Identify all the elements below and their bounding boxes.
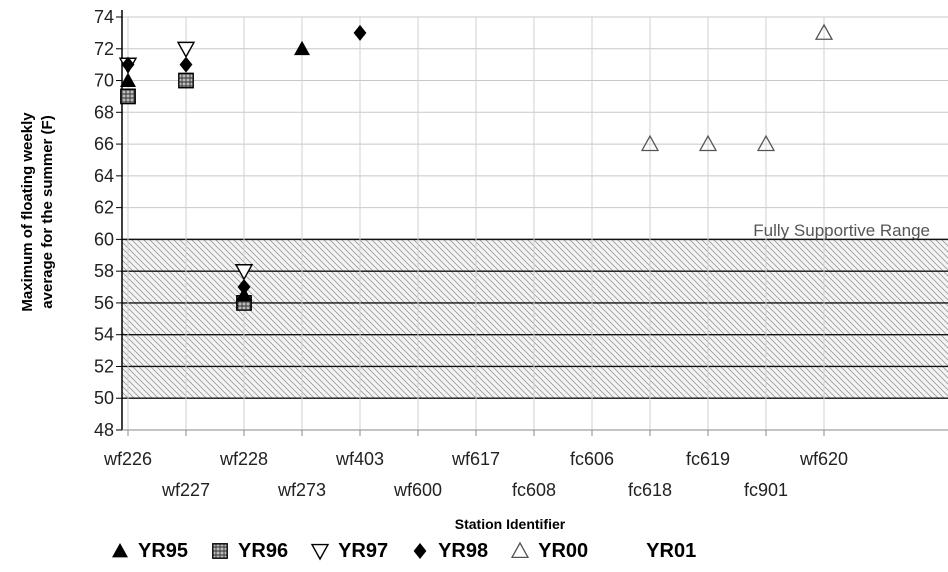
- y-tick-label: 50: [94, 388, 114, 408]
- y-tick-label: 64: [94, 166, 114, 186]
- legend: YR95 YR96 YR97 YR98 YR00 YR01: [110, 536, 696, 566]
- legend-item-yr01: YR01: [646, 540, 696, 563]
- y-tick-label: 68: [94, 102, 114, 122]
- y-tick-label: 52: [94, 356, 114, 376]
- x-tick-label: wf403: [335, 449, 384, 469]
- x-tick-label: fc619: [686, 449, 730, 469]
- data-points: [118, 23, 834, 311]
- data-point-yr00: [814, 23, 834, 40]
- x-tick-label: wf273: [277, 480, 326, 500]
- x-tick-label: wf227: [161, 480, 210, 500]
- y-tick-label: 54: [94, 325, 114, 345]
- data-point-yr96: [120, 88, 136, 105]
- data-point-yr00: [698, 134, 718, 152]
- legend-label: YR95: [138, 539, 189, 562]
- y-tick-label: 58: [94, 261, 114, 281]
- data-point-yr95: [294, 40, 310, 56]
- legend-label: YR00: [538, 539, 589, 562]
- y-axis-label-line1: Maximum of floating weekly: [19, 112, 36, 312]
- data-point-yr96: [178, 72, 194, 89]
- legend-marker-icon: [110, 541, 130, 561]
- y-tick-label: 62: [94, 198, 114, 218]
- legend-label: YR98: [438, 539, 489, 562]
- x-tick-label: wf228: [219, 449, 268, 469]
- data-point-yr98: [237, 279, 251, 296]
- x-tick-label: fc608: [512, 480, 556, 500]
- legend-marker-shape: [212, 543, 228, 559]
- legend-marker-icon: [310, 541, 330, 561]
- band-area: [122, 239, 948, 399]
- legend-marker-icon: [510, 541, 530, 561]
- y-tick-labels: 48 50 52 54 56 58 60 62 64 66 68 70 72 74: [94, 7, 122, 440]
- data-point-yr95: [120, 72, 136, 87]
- supportive-range-band: [122, 239, 948, 399]
- y-tick-label: 56: [94, 293, 114, 313]
- x-tick-label: wf226: [103, 449, 152, 469]
- y-tick-label: 66: [94, 134, 114, 154]
- y-tick-label: 70: [94, 71, 114, 91]
- x-tick-label: wf617: [451, 449, 500, 469]
- data-point-yr98: [179, 56, 193, 73]
- y-tick-label: 72: [94, 39, 114, 59]
- gridlines: [122, 16, 948, 431]
- data-point-yr00: [640, 134, 660, 152]
- x-axis-label: Station Identifier: [455, 516, 566, 532]
- data-point-yr97: [234, 264, 254, 281]
- y-axis-label-line2: average for the summer (F): [39, 115, 56, 308]
- legend-item-yr98: YR98: [410, 540, 488, 563]
- x-tick-label: fc606: [570, 449, 614, 469]
- x-tick-label: wf600: [393, 480, 442, 500]
- y-tick-label: 48: [94, 420, 114, 440]
- data-point-yr97: [176, 41, 196, 59]
- legend-item-yr96: YR96: [210, 540, 288, 563]
- data-point-yr98: [121, 56, 135, 73]
- legend-marker-icon: [410, 541, 430, 561]
- range-label: Fully Supportive Range: [753, 221, 930, 240]
- legend-label: YR01: [646, 539, 697, 562]
- legend-item-yr95: YR95: [110, 540, 188, 563]
- legend-marker-shape: [310, 543, 330, 561]
- legend-label: YR97: [338, 539, 389, 562]
- data-point-yr98: [353, 24, 367, 41]
- legend-marker-icon: [210, 541, 230, 561]
- x-tick-label: fc618: [628, 480, 672, 500]
- x-tick-label: wf620: [799, 449, 848, 469]
- data-point-yr00: [756, 134, 776, 152]
- legend-item-yr97: YR97: [310, 540, 388, 563]
- x-tick-label: fc901: [744, 480, 788, 500]
- legend-label: YR96: [238, 539, 289, 562]
- y-tick-label: 74: [94, 7, 114, 27]
- y-tick-label: 60: [94, 229, 114, 249]
- axes: [121, 10, 948, 431]
- legend-marker-shape: [413, 543, 427, 559]
- legend-marker-shape: [112, 543, 128, 558]
- legend-marker-shape: [511, 541, 530, 559]
- legend-item-yr00: YR00: [510, 540, 588, 563]
- x-tick-labels: wf226 wf227 wf228 wf273 wf403 wf600 wf617 fc608…: [103, 430, 848, 500]
